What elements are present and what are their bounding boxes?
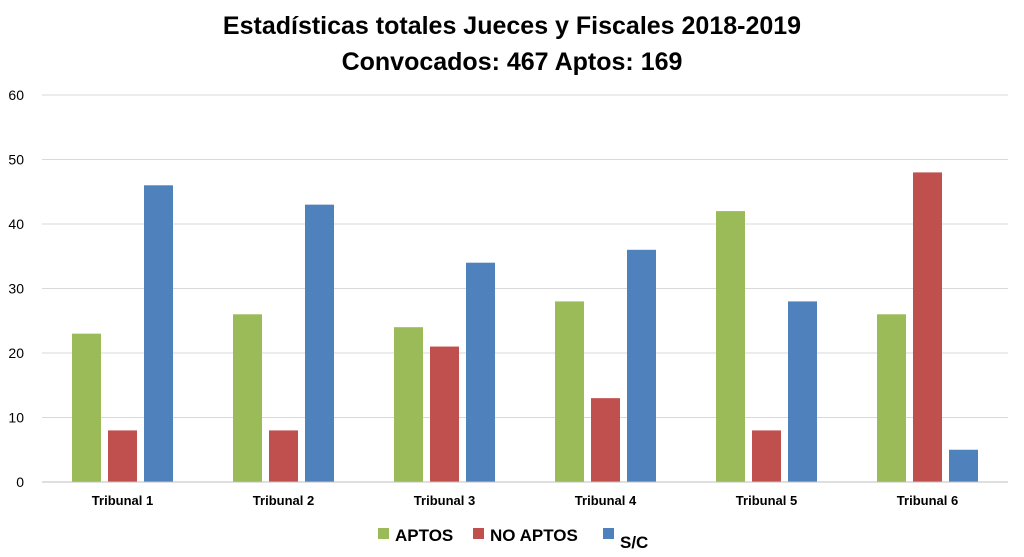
legend: APTOS NO APTOS S/C [378, 526, 648, 552]
legend-swatch [473, 528, 484, 539]
bar [877, 314, 906, 482]
x-tick-label: Tribunal 6 [897, 493, 958, 508]
bar [108, 430, 137, 482]
legend-swatch [603, 528, 614, 539]
x-tick-label: Tribunal 4 [575, 493, 637, 508]
bar [555, 301, 584, 482]
bar [752, 430, 781, 482]
bar [716, 211, 745, 482]
y-tick-label: 50 [8, 152, 24, 168]
gridlines [42, 94, 1008, 418]
bar [72, 333, 101, 482]
legend-label: NO APTOS [490, 526, 578, 545]
bar [949, 449, 978, 482]
y-tick-label: 40 [8, 216, 24, 232]
y-tick-label: 0 [16, 474, 24, 490]
x-tick-label: Tribunal 5 [736, 493, 797, 508]
chart-title: Estadísticas totales Jueces y Fiscales 2… [223, 12, 801, 40]
y-axis: 0 10 20 30 40 50 60 [8, 87, 24, 490]
bar [269, 430, 298, 482]
bar [466, 262, 495, 482]
x-tick-label: Tribunal 2 [253, 493, 314, 508]
bar [144, 185, 173, 483]
y-tick-label: 60 [8, 87, 24, 103]
bars [72, 172, 978, 483]
legend-label: S/C [620, 533, 648, 552]
legend-swatch [378, 528, 389, 539]
bar [233, 314, 262, 482]
y-tick-label: 10 [8, 410, 24, 426]
y-tick-label: 20 [8, 345, 24, 361]
bar [627, 249, 656, 482]
x-axis: Tribunal 1 Tribunal 2 Tribunal 3 Tribunal 4… [92, 493, 958, 508]
bar [430, 346, 459, 482]
bar [913, 172, 942, 482]
chart-subtitle: Convocados: 467 Aptos: 169 [342, 48, 683, 76]
legend-label: APTOS [395, 526, 453, 545]
bar [591, 398, 620, 482]
bar [394, 327, 423, 482]
x-tick-label: Tribunal 3 [414, 493, 475, 508]
y-tick-label: 30 [8, 281, 24, 297]
x-tick-label: Tribunal 1 [92, 493, 153, 508]
bar [305, 204, 334, 482]
bar [788, 301, 817, 482]
